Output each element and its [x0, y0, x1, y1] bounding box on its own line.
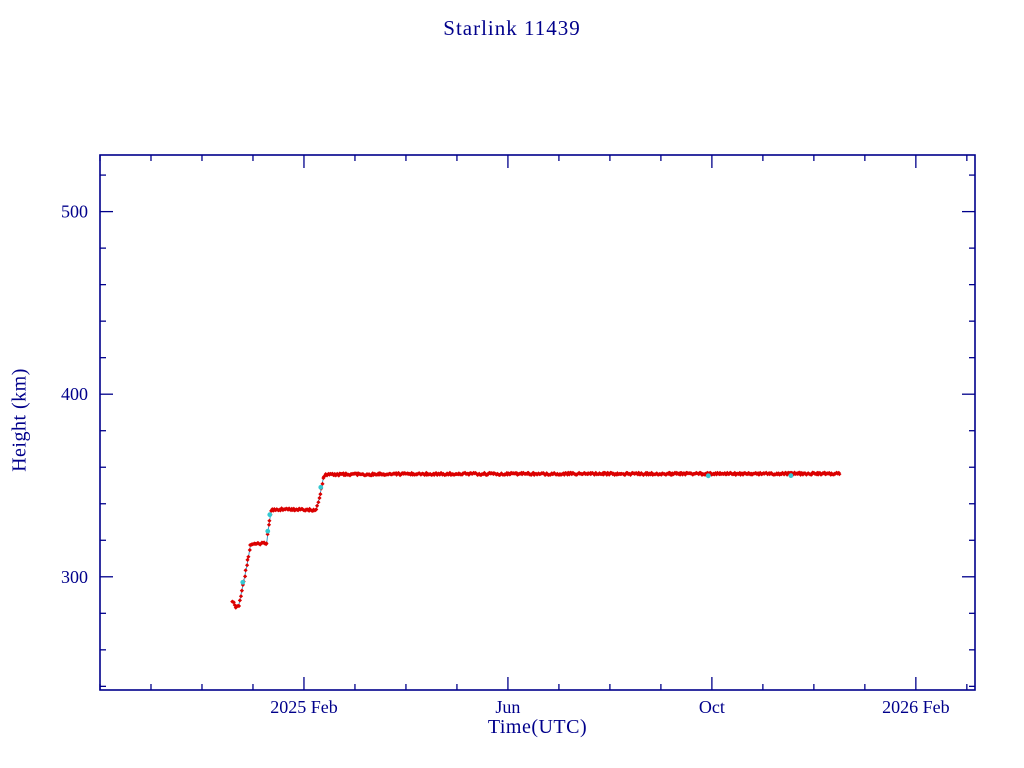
height-cyan-dots [788, 473, 794, 479]
height-cyan-dots [267, 512, 273, 518]
x-tick-label: Jun [495, 697, 520, 717]
height-red-markers-line [232, 473, 841, 608]
y-tick-label: 400 [61, 384, 88, 404]
height-cyan-dots [318, 484, 324, 490]
y-tick-label: 500 [61, 202, 88, 222]
x-tick-label: 2026 Feb [882, 697, 950, 717]
height-cyan-dots [240, 579, 246, 585]
chart-title: Starlink 11439 [443, 16, 581, 40]
x-tick-label: Oct [699, 697, 725, 717]
height-red-markers [230, 470, 842, 610]
y-tick-label: 300 [61, 567, 88, 587]
x-axis-label: Time(UTC) [487, 716, 588, 738]
height-cyan-dots [705, 473, 711, 479]
plot-frame [99, 154, 976, 691]
x-tick-label: 2025 Feb [270, 697, 338, 717]
height-cyan-dots [265, 528, 271, 534]
